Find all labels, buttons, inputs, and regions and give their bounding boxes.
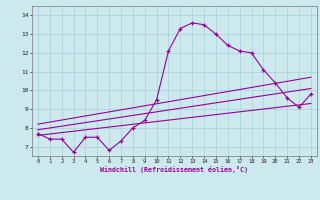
X-axis label: Windchill (Refroidissement éolien,°C): Windchill (Refroidissement éolien,°C)	[100, 166, 248, 173]
